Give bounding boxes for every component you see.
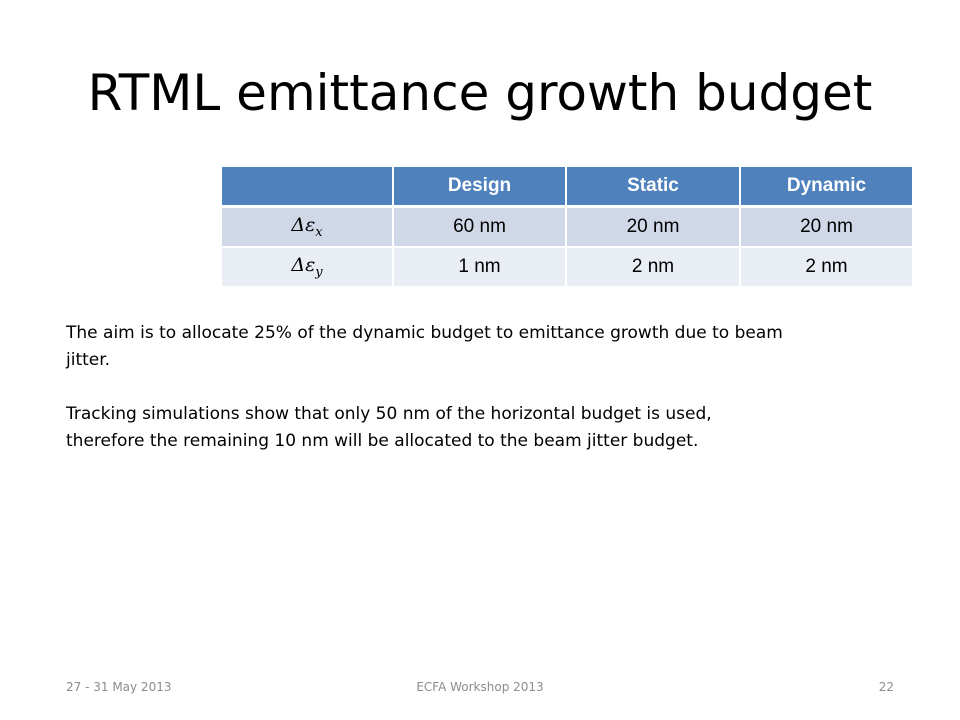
paragraph-aim: The aim is to allocate 25% of the dynami… <box>66 323 783 370</box>
delta-epsilon-symbol: Δε <box>291 254 316 277</box>
cell-y-static: 2 nm <box>566 247 741 288</box>
slide-title: RTML emittance growth budget <box>87 64 873 122</box>
subscript-y: y <box>315 264 323 280</box>
paragraph-tracking: Tracking simulations show that only 50 n… <box>66 404 712 451</box>
cell-x-design: 60 nm <box>393 206 567 248</box>
footer-date: 27 - 31 May 2013 <box>66 680 172 694</box>
table-header-row: Design Static Dynamic <box>222 167 912 208</box>
header-static: Static <box>566 167 741 208</box>
table-row-delta-epsilon-y: Δεy 1 nm 2 nm 2 nm <box>222 247 912 288</box>
subscript-x: x <box>315 224 323 240</box>
cell-y-dynamic: 2 nm <box>740 247 912 288</box>
footer-page-number: 22 <box>878 680 894 694</box>
header-design: Design <box>393 167 567 208</box>
body-text: The aim is to allocate 25% of the dynami… <box>66 320 786 482</box>
cell-y-design: 1 nm <box>393 247 567 288</box>
table-row-delta-epsilon-x: Δεx 60 nm 20 nm 20 nm <box>222 206 912 248</box>
row-label-x: Δεx <box>222 206 394 248</box>
footer-event: ECFA Workshop 2013 <box>416 680 544 694</box>
header-dynamic: Dynamic <box>740 167 912 208</box>
emittance-budget-table: Design Static Dynamic Δεx 60 nm 20 nm 20… <box>222 167 912 288</box>
row-label-y: Δεy <box>222 247 394 288</box>
cell-x-static: 20 nm <box>566 206 741 248</box>
header-empty-cell <box>222 167 394 208</box>
cell-x-dynamic: 20 nm <box>740 206 912 248</box>
delta-epsilon-symbol: Δε <box>291 214 316 237</box>
